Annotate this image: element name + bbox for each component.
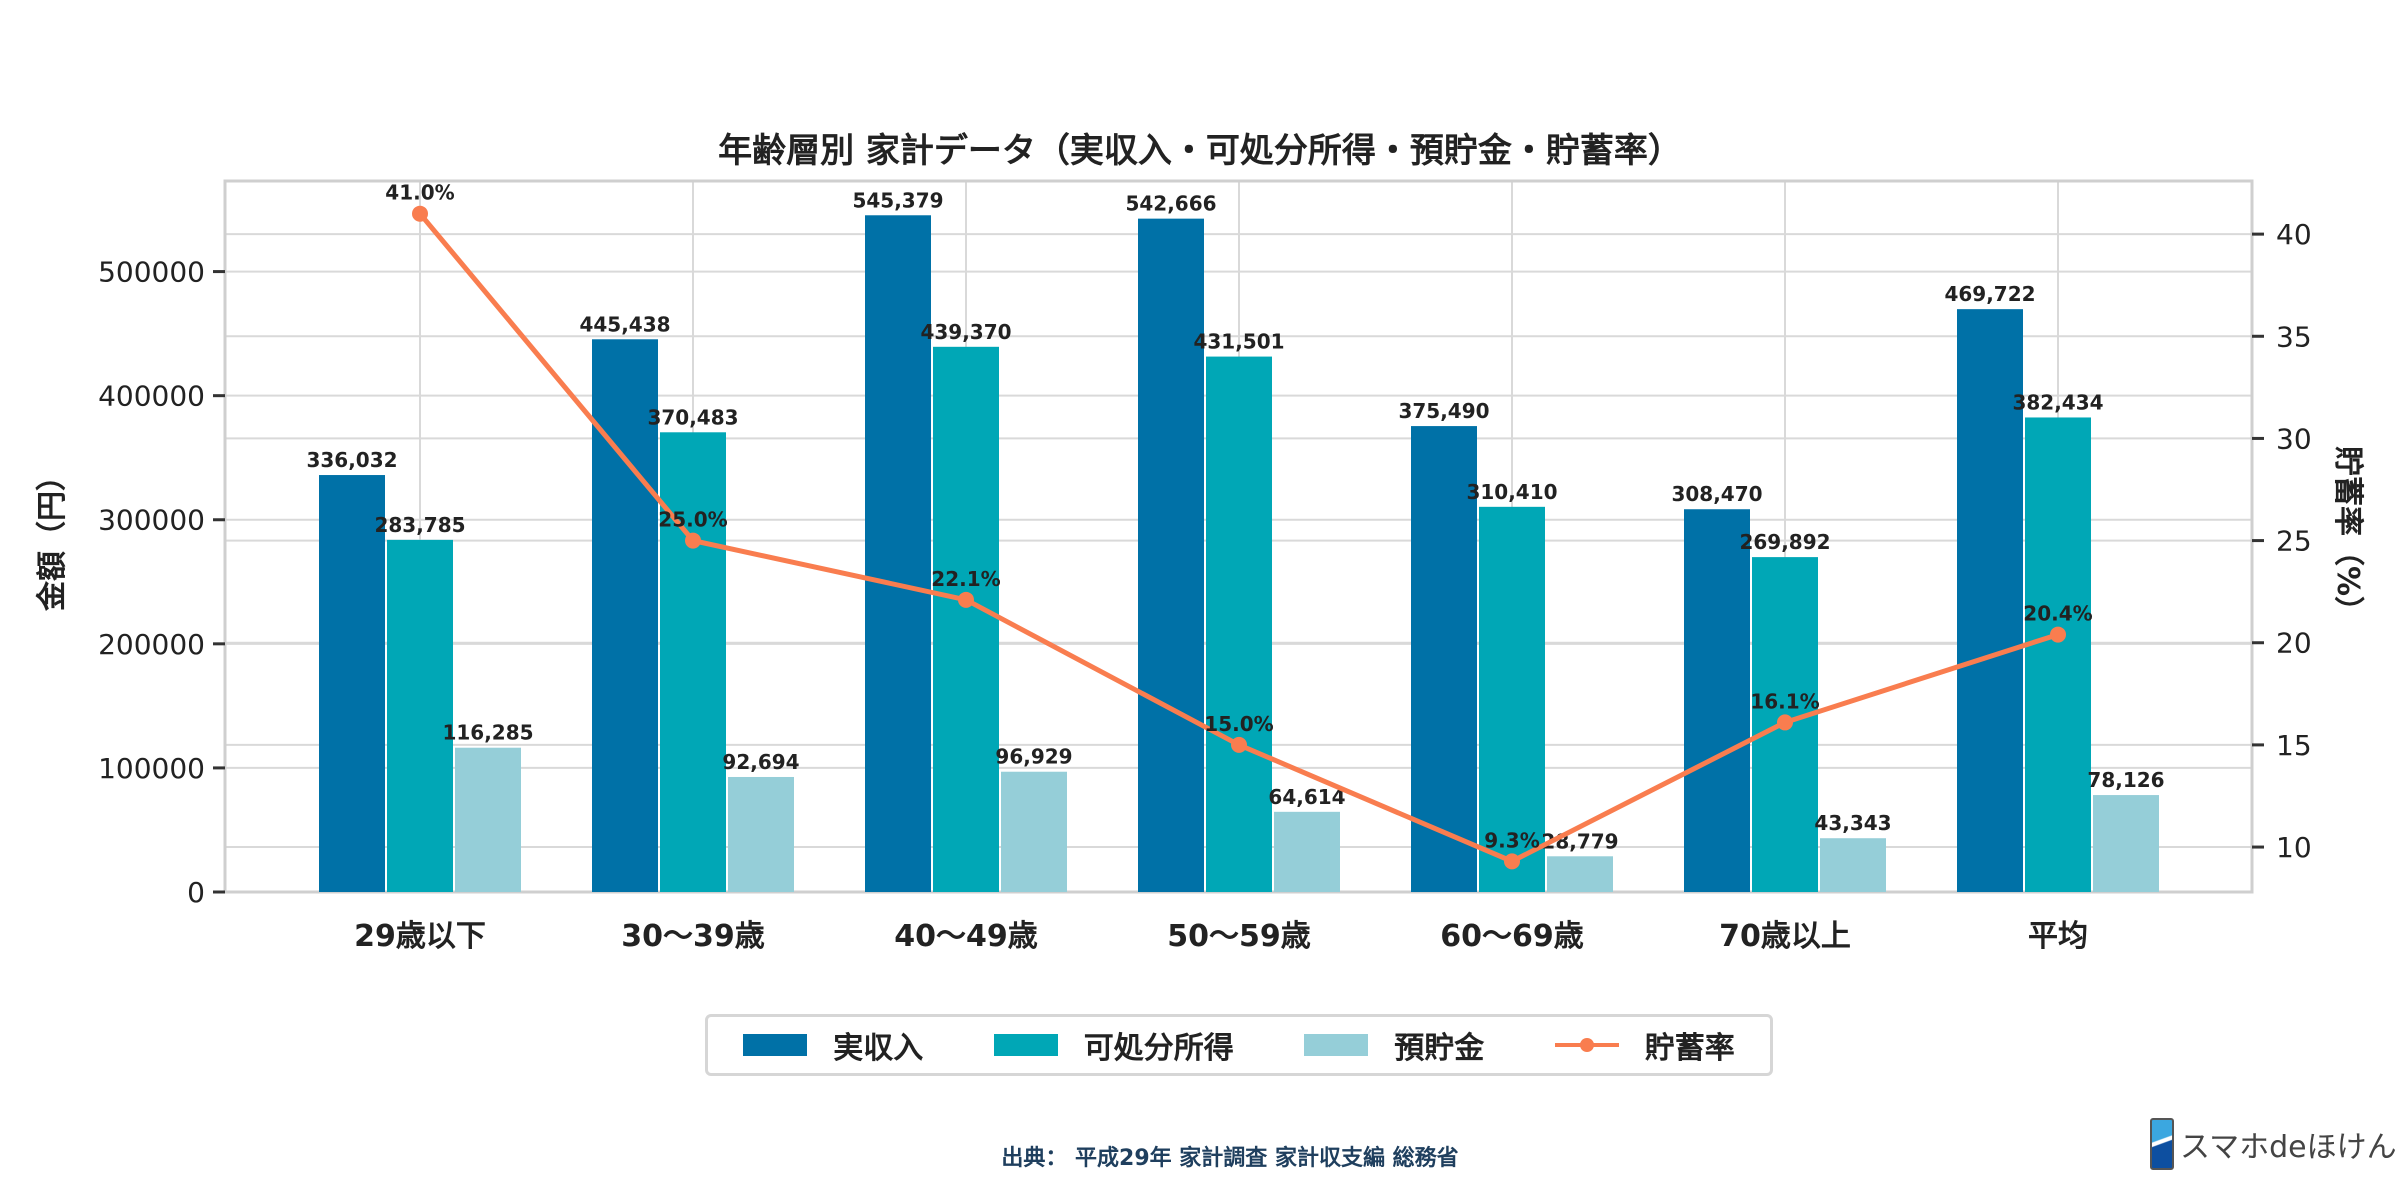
rate-label: 15.0%	[1204, 712, 1273, 736]
bar-2	[728, 776, 794, 892]
bar-label: 116,285	[442, 721, 533, 745]
y-axis-label: 金額（円）	[35, 461, 70, 612]
rate-point	[1231, 736, 1247, 753]
y-tick-label: 200000	[98, 628, 205, 661]
rate-label: 20.4%	[2023, 602, 2092, 626]
x-tick-label: 平均	[2028, 919, 2088, 954]
bar-label: 96,929	[995, 745, 1072, 769]
bar-2	[1820, 838, 1886, 892]
rate-point	[412, 205, 428, 222]
logo-text: スマホdeほけん	[2180, 1130, 2397, 1165]
bar-label: 375,490	[1398, 399, 1489, 423]
bar-1	[933, 346, 999, 893]
y-tick-label: 300000	[98, 504, 205, 537]
legend-label: 実収入	[833, 1031, 924, 1066]
rate-label: 22.1%	[931, 567, 1000, 591]
logo-icon	[2150, 1118, 2174, 1170]
bar-label: 92,694	[722, 750, 799, 774]
bar-2	[455, 747, 521, 892]
bar-label: 43,343	[1814, 811, 1891, 835]
legend-swatch	[1304, 1034, 1369, 1056]
bar-label: 542,666	[1125, 192, 1216, 216]
legend-swatch	[743, 1034, 808, 1056]
legend-item-savings: 預貯金	[1304, 1023, 1484, 1067]
legend-item-income: 実収入	[743, 1023, 923, 1067]
y2-tick-label: 25	[2276, 525, 2312, 558]
bar-2	[2093, 795, 2159, 892]
rate-point	[1777, 714, 1793, 731]
legend-line-marker	[1554, 1038, 1619, 1052]
bar-label: 370,483	[647, 405, 738, 429]
rate-label: 16.1%	[1750, 689, 1819, 713]
bar-label: 439,370	[920, 320, 1011, 344]
y-tick-label: 0	[187, 876, 205, 909]
bar-2	[1001, 771, 1067, 892]
x-tick-label: 29歳以下	[354, 919, 486, 954]
bar-1	[387, 539, 453, 892]
rate-point	[2050, 626, 2066, 643]
legend-label: 貯蓄率	[1644, 1031, 1735, 1066]
y2-tick-label: 15	[2276, 729, 2312, 762]
y-tick-label: 100000	[98, 752, 205, 785]
logo: スマホdeほけん	[2150, 1118, 2397, 1170]
bar-label: 78,126	[2087, 768, 2164, 792]
bar-label: 382,434	[2012, 390, 2103, 414]
bar-label: 283,785	[374, 513, 465, 537]
bar-label: 269,892	[1739, 530, 1830, 554]
rate-point	[685, 532, 701, 549]
x-tick-label: 40〜49歳	[894, 919, 1038, 954]
bar-label: 469,722	[1944, 282, 2035, 306]
bar-1	[1479, 506, 1545, 892]
legend-label: 可処分所得	[1083, 1031, 1234, 1066]
y2-tick-label: 10	[2276, 831, 2312, 864]
y-tick-label: 400000	[98, 380, 205, 413]
bar-0	[1411, 426, 1477, 892]
bar-0	[1138, 218, 1204, 892]
bar-label: 336,032	[306, 448, 397, 472]
bar-0	[1957, 309, 2023, 892]
legend-item-rate: 貯蓄率	[1554, 1023, 1735, 1067]
y-tick-label: 500000	[98, 256, 205, 289]
bar-label: 310,410	[1466, 480, 1557, 504]
rate-point	[1504, 853, 1520, 870]
bar-0	[865, 215, 931, 892]
y2-tick-label: 30	[2276, 422, 2312, 455]
rate-point	[958, 591, 974, 608]
x-tick-label: 50〜59歳	[1167, 919, 1311, 954]
legend-item-disposable: 可処分所得	[993, 1023, 1234, 1067]
rate-label: 41.0%	[385, 181, 454, 205]
chart-title: 年齢層別 家計データ（実収入・可処分所得・預貯金・貯蓄率）	[718, 131, 1682, 171]
x-tick-label: 60〜69歳	[1440, 919, 1584, 954]
y2-axis-label: 貯蓄率（%）	[2330, 446, 2365, 626]
bar-0	[319, 475, 385, 892]
bar-0	[1684, 509, 1750, 892]
y2-tick-label: 20	[2276, 627, 2312, 660]
legend-label: 預貯金	[1394, 1031, 1485, 1066]
bar-1	[2025, 417, 2091, 892]
source-note: 出典： 平成29年 家計調査 家計収支編 総務省	[1001, 1146, 1459, 1171]
bar-2	[1274, 811, 1340, 892]
bar-1	[660, 432, 726, 892]
bar-1	[1206, 356, 1272, 893]
y2-tick-label: 35	[2276, 320, 2312, 353]
bar-label: 545,379	[852, 188, 943, 212]
rate-label: 25.0%	[658, 508, 727, 532]
y2-tick-label: 40	[2276, 218, 2312, 251]
rate-label: 9.3%	[1484, 828, 1539, 852]
bar-label: 431,501	[1193, 330, 1284, 354]
bar-label: 308,470	[1671, 482, 1762, 506]
legend-swatch	[993, 1034, 1058, 1056]
x-tick-label: 30〜39歳	[621, 919, 765, 954]
bar-label: 64,614	[1268, 785, 1345, 809]
legend: 実収入 可処分所得 預貯金 貯蓄率	[705, 1014, 1773, 1076]
x-tick-label: 70歳以上	[1719, 919, 1851, 954]
bar-2	[1547, 856, 1613, 892]
bar-label: 445,438	[579, 312, 670, 336]
